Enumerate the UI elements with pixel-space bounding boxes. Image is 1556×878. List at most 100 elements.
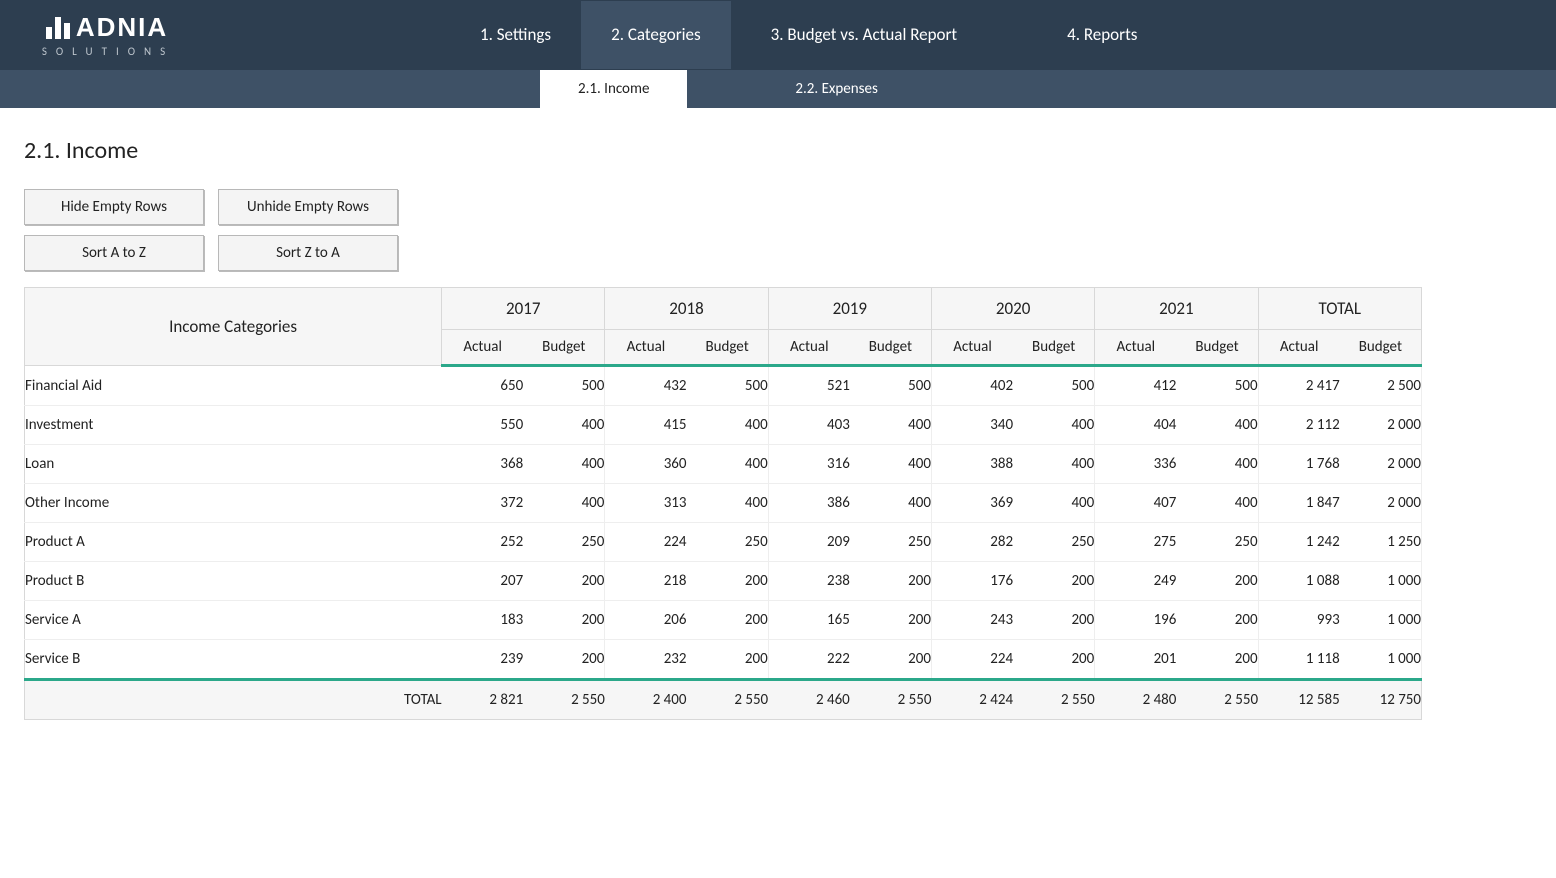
col-header-year: 2017 <box>442 288 605 330</box>
total-cell: 2 460 <box>768 680 850 720</box>
subtab-income[interactable]: 2.1. Income <box>540 70 687 108</box>
cell-value: 400 <box>687 484 769 523</box>
cell-value: 2 000 <box>1340 484 1422 523</box>
cell-value: 200 <box>850 601 932 640</box>
cell-value: 1 118 <box>1258 640 1340 680</box>
cell-value: 196 <box>1095 601 1177 640</box>
col-subheader: Budget <box>687 330 769 366</box>
cell-value: 400 <box>1176 484 1258 523</box>
cell-value: 200 <box>1176 562 1258 601</box>
logo-name: ADNIA <box>76 12 168 43</box>
cell-value: 500 <box>850 366 932 406</box>
cell-value: 521 <box>768 366 850 406</box>
cell-value: 1 088 <box>1258 562 1340 601</box>
cell-value: 249 <box>1095 562 1177 601</box>
cell-value: 2 000 <box>1340 406 1422 445</box>
cell-value: 1 000 <box>1340 601 1422 640</box>
col-header-total: TOTAL <box>1258 288 1421 330</box>
cell-value: 500 <box>523 366 605 406</box>
cell-value: 400 <box>1176 445 1258 484</box>
cell-value: 2 112 <box>1258 406 1340 445</box>
cell-value: 650 <box>442 366 524 406</box>
total-label: TOTAL <box>25 680 442 720</box>
cell-value: 400 <box>1013 406 1095 445</box>
nav-budget-report[interactable]: 3. Budget vs. Actual Report <box>741 1 987 69</box>
total-cell: 2 550 <box>687 680 769 720</box>
cell-value: 232 <box>605 640 687 680</box>
cell-value: 250 <box>850 523 932 562</box>
cell-value: 282 <box>931 523 1013 562</box>
logo-subtitle: SOLUTIONS <box>42 45 174 58</box>
cell-value: 200 <box>687 601 769 640</box>
col-subheader: Budget <box>1340 330 1422 366</box>
cell-value: 200 <box>850 640 932 680</box>
cell-value: 400 <box>523 406 605 445</box>
income-table: Income Categories 2017 2018 2019 2020 20… <box>24 287 1422 720</box>
logo: ADNIA SOLUTIONS <box>0 12 200 58</box>
cell-value: 386 <box>768 484 850 523</box>
cell-value: 404 <box>1095 406 1177 445</box>
row-category-name: Loan <box>25 445 442 484</box>
cell-value: 250 <box>1013 523 1095 562</box>
hide-empty-rows-button[interactable]: Hide Empty Rows <box>24 189 204 225</box>
cell-value: 206 <box>605 601 687 640</box>
cell-value: 200 <box>1013 562 1095 601</box>
cell-value: 252 <box>442 523 524 562</box>
table-row: Investment550400415400403400340400404400… <box>25 406 1422 445</box>
sort-z-a-button[interactable]: Sort Z to A <box>218 235 398 271</box>
cell-value: 176 <box>931 562 1013 601</box>
table-row: Service B2392002322002222002242002012001… <box>25 640 1422 680</box>
row-category-name: Product A <box>25 523 442 562</box>
cell-value: 200 <box>523 640 605 680</box>
cell-value: 201 <box>1095 640 1177 680</box>
col-header-year: 2019 <box>768 288 931 330</box>
cell-value: 400 <box>850 484 932 523</box>
cell-value: 218 <box>605 562 687 601</box>
logo-icon <box>46 17 70 39</box>
total-cell: 2 424 <box>931 680 1013 720</box>
cell-value: 500 <box>687 366 769 406</box>
cell-value: 402 <box>931 366 1013 406</box>
cell-value: 250 <box>687 523 769 562</box>
cell-value: 993 <box>1258 601 1340 640</box>
col-subheader: Actual <box>1095 330 1177 366</box>
cell-value: 1 768 <box>1258 445 1340 484</box>
cell-value: 1 847 <box>1258 484 1340 523</box>
sort-a-z-button[interactable]: Sort A to Z <box>24 235 204 271</box>
unhide-empty-rows-button[interactable]: Unhide Empty Rows <box>218 189 398 225</box>
col-subheader: Actual <box>605 330 687 366</box>
total-cell: 2 550 <box>1013 680 1095 720</box>
cell-value: 400 <box>687 445 769 484</box>
cell-value: 1 000 <box>1340 640 1422 680</box>
cell-value: 1 242 <box>1258 523 1340 562</box>
cell-value: 275 <box>1095 523 1177 562</box>
total-cell: 2 550 <box>523 680 605 720</box>
row-category-name: Service B <box>25 640 442 680</box>
cell-value: 500 <box>1013 366 1095 406</box>
cell-value: 400 <box>1013 445 1095 484</box>
cell-value: 368 <box>442 445 524 484</box>
content-area: 2.1. Income Hide Empty Rows Unhide Empty… <box>0 108 1556 740</box>
total-cell: 2 550 <box>850 680 932 720</box>
cell-value: 400 <box>687 406 769 445</box>
row-category-name: Product B <box>25 562 442 601</box>
nav-settings[interactable]: 1. Settings <box>450 1 581 69</box>
col-subheader: Actual <box>442 330 524 366</box>
nav-categories[interactable]: 2. Categories <box>581 1 731 69</box>
cell-value: 200 <box>1013 601 1095 640</box>
table-row: Other Income3724003134003864003694004074… <box>25 484 1422 523</box>
cell-value: 238 <box>768 562 850 601</box>
total-cell: 2 400 <box>605 680 687 720</box>
cell-value: 1 000 <box>1340 562 1422 601</box>
cell-value: 412 <box>1095 366 1177 406</box>
subtab-expenses[interactable]: 2.2. Expenses <box>757 70 915 108</box>
nav-reports[interactable]: 4. Reports <box>1037 1 1167 69</box>
cell-value: 239 <box>442 640 524 680</box>
total-cell: 2 480 <box>1095 680 1177 720</box>
cell-value: 372 <box>442 484 524 523</box>
cell-value: 183 <box>442 601 524 640</box>
cell-value: 340 <box>931 406 1013 445</box>
cell-value: 500 <box>1176 366 1258 406</box>
col-subheader: Budget <box>1013 330 1095 366</box>
cell-value: 243 <box>931 601 1013 640</box>
